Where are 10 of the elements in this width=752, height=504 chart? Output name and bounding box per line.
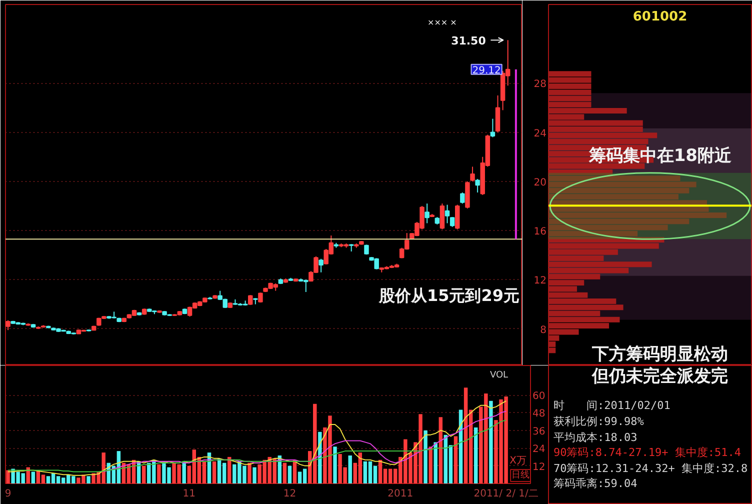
text: 时 间:2011/02/01 <box>554 399 670 412</box>
text: 但仍未完全派发完 <box>591 366 728 386</box>
text: 70筹码:12.31-24.32+ 集中度:32.8 <box>554 462 748 475</box>
text: 获利比例:99.98% <box>554 415 644 428</box>
annotation: 下方筹码明显松动 <box>591 344 728 364</box>
chart-title: 601002 <box>632 10 688 24</box>
band-label: 筹码集中在18附近 <box>588 146 732 166</box>
text: 90筹码:8.74-27.19+ 集中度:51.4 <box>554 446 742 459</box>
text: 平均成本:18.03 <box>554 431 638 444</box>
text: 筹码乖离:59.04 <box>554 477 638 490</box>
